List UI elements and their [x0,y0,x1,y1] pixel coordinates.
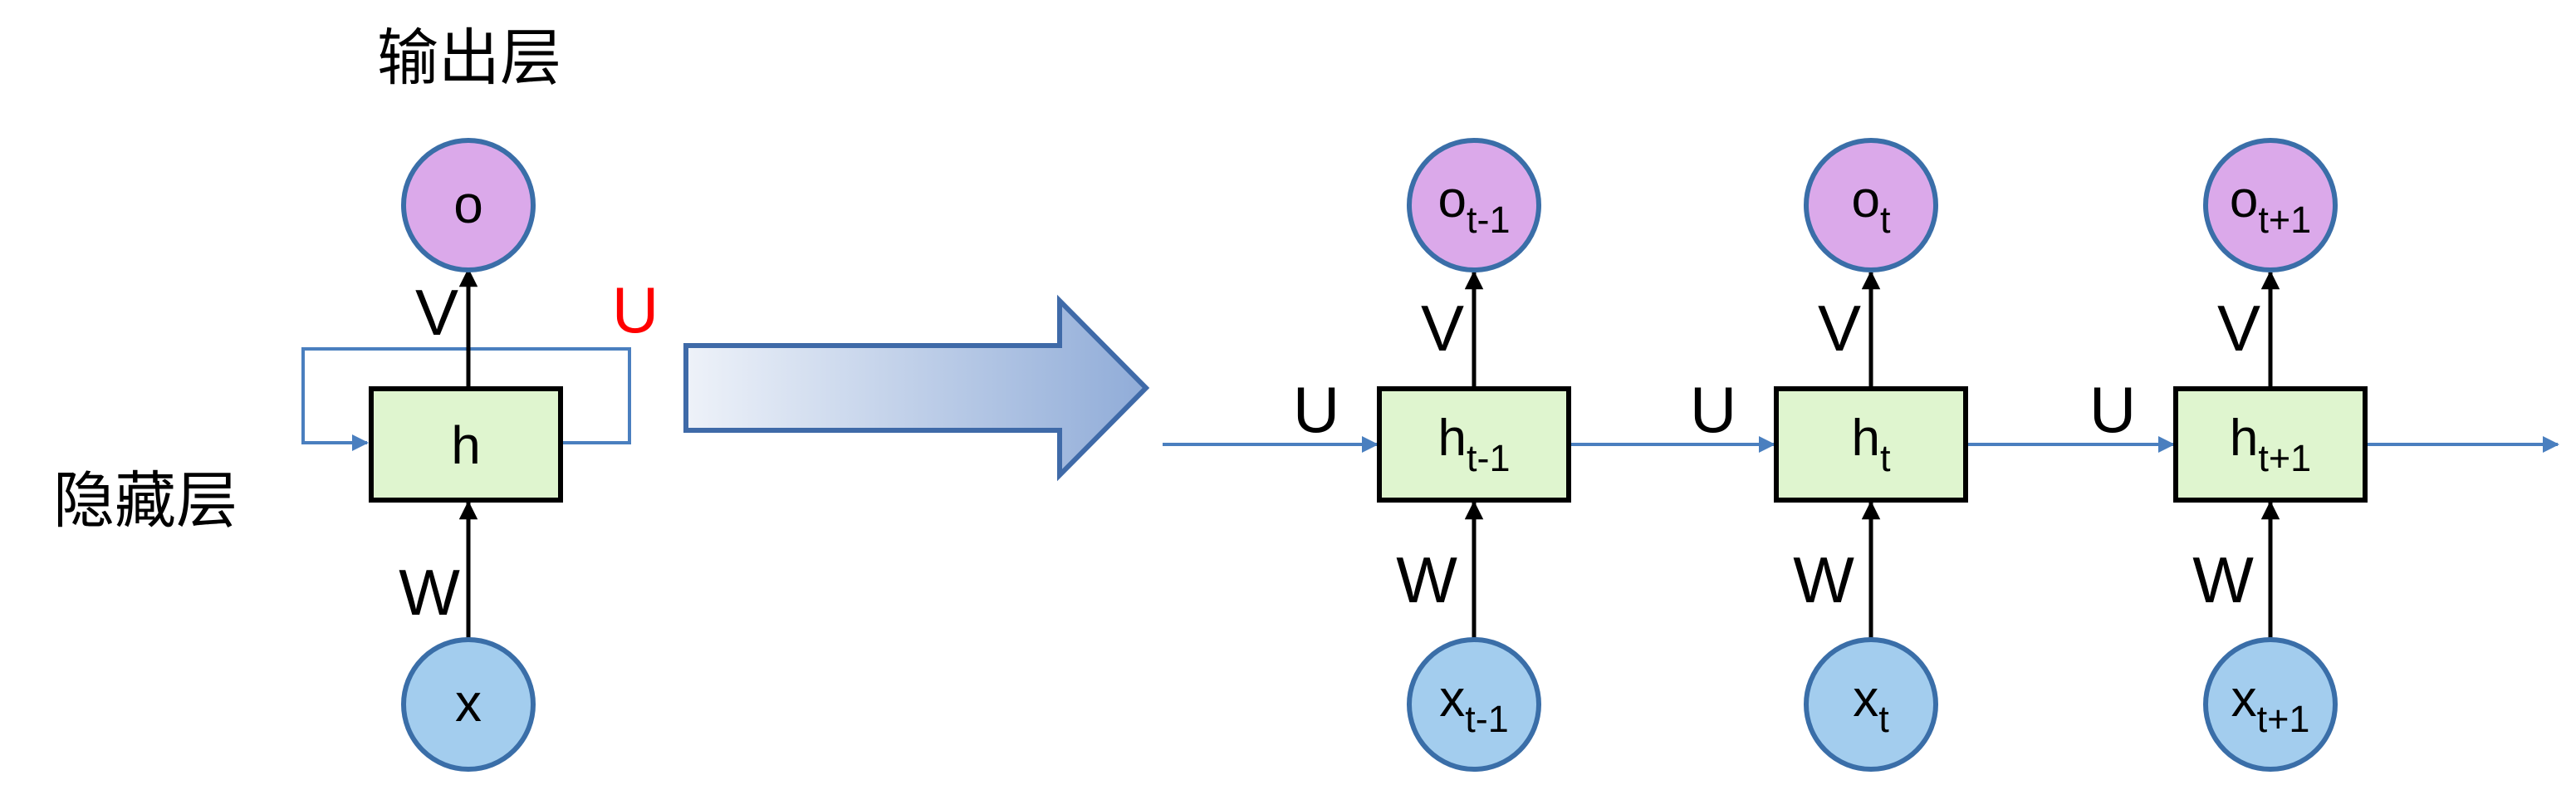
unfolded-rnn: ot-1 ht-1 xt-1 V W Uot ht xt V W Uot+1 ht+1 xt+1 V W U [1163,138,2559,772]
output-layer-label: 输出层 [377,23,561,92]
unfold-arrow-icon [683,294,1150,482]
hidden-node-label: ht+1 [2230,410,2311,479]
output-node-label: ot-1 [1438,171,1511,241]
v-weight-label: V [415,276,458,349]
input-node-label: xt [1853,670,1889,740]
input-node-label: xt-1 [1439,670,1509,740]
v-weight-label: V [2217,292,2260,365]
input-node-label: xt+1 [2231,670,2310,740]
u-weight-label: U [612,273,659,346]
u-weight-label: U [2089,373,2136,446]
u-weight-label: U [1293,373,1339,446]
w-weight-label: W [1793,543,1854,616]
input-node-label: x [455,673,482,733]
hidden-node-label: ht-1 [1438,410,1511,479]
folded-rnn: 输出层 隐藏层 o h x V W U [53,23,659,772]
hidden-node-label: ht [1852,410,1891,479]
hidden-layer-label: 隐藏层 [53,466,238,535]
output-node [1407,138,1541,272]
input-node [1804,637,1938,772]
output-node-label: ot [1852,171,1891,241]
hidden-node [1774,386,1968,503]
output-node [2203,138,2338,272]
hidden-node [369,386,563,503]
w-weight-label: W [1396,543,1457,616]
input-node [1407,637,1541,772]
output-node-label: ot+1 [2230,171,2311,241]
input-node [401,637,536,772]
output-node [401,138,536,272]
hidden-node [2173,386,2368,503]
hidden-node-label: h [451,415,481,475]
output-node-label: o [453,174,483,234]
output-node [1804,138,1938,272]
input-node [2203,637,2338,772]
u-weight-label: U [1690,373,1736,446]
v-weight-label: V [1421,292,1464,365]
w-weight-label: W [399,556,460,629]
hidden-node [1377,386,1571,503]
v-weight-label: V [1818,292,1861,365]
w-weight-label: W [2192,543,2254,616]
